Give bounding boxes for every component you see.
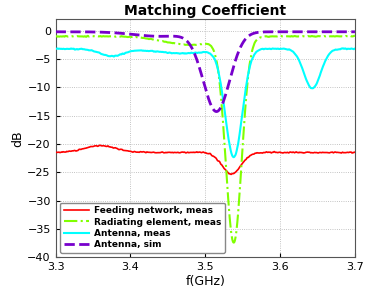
Antenna, sim	[289, 30, 294, 34]
Antenna, sim	[344, 30, 348, 34]
Radiating element, meas	[53, 34, 58, 38]
Feeding network, meas	[344, 151, 349, 154]
Feeding network, meas	[199, 151, 204, 154]
Antenna, meas	[341, 46, 345, 50]
Antenna, meas	[191, 51, 195, 55]
Radiating element, meas	[69, 34, 73, 38]
Feeding network, meas	[229, 173, 233, 176]
Feeding network, meas	[98, 143, 102, 147]
Antenna, meas	[231, 155, 236, 159]
Feeding network, meas	[353, 150, 357, 154]
Antenna, sim	[69, 30, 73, 34]
Line: Antenna, sim: Antenna, sim	[56, 32, 355, 112]
Radiating element, meas	[353, 34, 357, 37]
Line: Radiating element, meas: Radiating element, meas	[56, 36, 355, 243]
Antenna, sim	[353, 30, 357, 34]
Antenna, sim	[199, 72, 204, 75]
Antenna, sim	[344, 30, 348, 34]
Antenna, sim	[191, 49, 195, 53]
Radiating element, meas	[231, 241, 236, 244]
Radiating element, meas	[199, 43, 204, 46]
Antenna, sim	[214, 110, 219, 113]
Radiating element, meas	[344, 34, 348, 38]
Feeding network, meas	[289, 151, 294, 154]
Antenna, meas	[69, 47, 73, 50]
Antenna, meas	[199, 51, 204, 54]
Antenna, meas	[289, 49, 294, 53]
Antenna, meas	[53, 47, 58, 51]
Line: Feeding network, meas: Feeding network, meas	[56, 145, 355, 174]
Line: Antenna, meas: Antenna, meas	[56, 48, 355, 157]
Antenna, meas	[344, 47, 348, 51]
Antenna, meas	[353, 47, 357, 50]
Radiating element, meas	[289, 34, 294, 38]
Title: Matching Coefficient: Matching Coefficient	[124, 4, 286, 18]
Antenna, meas	[344, 48, 349, 51]
Feeding network, meas	[344, 151, 348, 154]
Legend: Feeding network, meas, Radiating element, meas, Antenna, meas, Antenna, sim: Feeding network, meas, Radiating element…	[60, 203, 224, 253]
Feeding network, meas	[191, 150, 196, 154]
Feeding network, meas	[53, 150, 58, 154]
Y-axis label: dB: dB	[11, 130, 25, 147]
Feeding network, meas	[69, 150, 73, 153]
Antenna, sim	[53, 30, 58, 34]
X-axis label: f(GHz): f(GHz)	[185, 275, 225, 288]
Radiating element, meas	[191, 43, 195, 47]
Radiating element, meas	[344, 34, 348, 38]
